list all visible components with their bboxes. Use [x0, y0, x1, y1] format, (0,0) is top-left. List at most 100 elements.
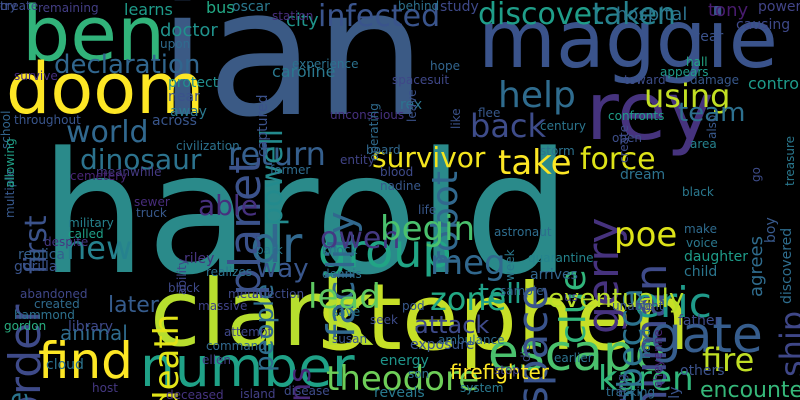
- word-doom: doom: [6, 48, 205, 130]
- word-rex: rex: [400, 97, 423, 113]
- word-dream: dream: [620, 167, 666, 183]
- word-host: host: [92, 381, 118, 395]
- word-owen: owen: [320, 221, 401, 256]
- word-gordon: gordon: [4, 319, 47, 333]
- word-metal: metal: [228, 287, 263, 301]
- word-later: later: [108, 293, 159, 318]
- word-entity: entity: [340, 153, 375, 167]
- word-n: n: [0, 0, 8, 13]
- word-block: block: [168, 281, 200, 295]
- word-son: son: [408, 367, 430, 381]
- word-library: library: [68, 319, 114, 335]
- word-eventually: eventually: [548, 284, 685, 314]
- word-called: called: [68, 227, 104, 241]
- word-ship: ship: [773, 310, 800, 377]
- word-gorilla: gorilla: [14, 259, 58, 275]
- word-learns: learns: [124, 0, 173, 19]
- word-like: like: [449, 108, 463, 129]
- word-accidentally: accidentally: [667, 387, 683, 400]
- word-hearing: hearing: [615, 374, 629, 400]
- word-replica: replica: [18, 247, 66, 263]
- word-using: using: [644, 77, 731, 115]
- word-cemetery: cemetery: [70, 169, 128, 183]
- word-across: across: [152, 113, 197, 129]
- word-board: board: [366, 143, 401, 157]
- word-meanwhile: meanwhile: [96, 165, 162, 179]
- word-control: control: [748, 74, 800, 93]
- word-realizes: realizes: [206, 265, 253, 279]
- word-captured: captured: [255, 94, 271, 157]
- word-abandoned: abandoned: [20, 287, 88, 301]
- word-study: study: [440, 0, 479, 15]
- word-spacesuit: spacesuit: [392, 73, 450, 87]
- word-discovered: discovered: [779, 227, 795, 304]
- word-island: island: [240, 387, 276, 400]
- word-make: make: [684, 222, 717, 236]
- word-life: life: [418, 203, 437, 217]
- word-karen: karen: [598, 359, 694, 399]
- word-command: command: [206, 339, 266, 353]
- word-black: black: [682, 185, 714, 199]
- word-seek: seek: [370, 313, 398, 327]
- word-meg: meg: [430, 243, 506, 283]
- word-treasure: treasure: [783, 135, 797, 186]
- word-dennis: dennis: [322, 267, 362, 281]
- word-appears: appears: [660, 65, 709, 79]
- word-despite: despite: [44, 235, 89, 249]
- word-massive: massive: [198, 299, 248, 313]
- word-create: create: [617, 124, 631, 163]
- word-station: station: [272, 9, 314, 23]
- word-harold: harold: [40, 116, 571, 312]
- word-stop: stop: [494, 363, 520, 377]
- word-lead: lead: [308, 277, 381, 317]
- word-dinosaur: dinosaur: [80, 143, 202, 176]
- word-sample: sample: [500, 284, 544, 298]
- word-tell: tell: [478, 277, 522, 310]
- word-park: park: [256, 243, 283, 257]
- word-reveals: reveals: [374, 385, 425, 400]
- word-near: near: [168, 89, 200, 105]
- word-exposure: exposure: [410, 337, 475, 353]
- word-ambulance: ambulance: [438, 333, 505, 347]
- word-damage: damage: [690, 73, 740, 87]
- word-astronaut: astronaut: [494, 225, 552, 239]
- word-force: force: [580, 142, 656, 177]
- word-open: open: [612, 131, 642, 145]
- word-pod: pod: [402, 299, 425, 313]
- word-arrives: arrives: [530, 267, 578, 283]
- word-also: also: [705, 114, 719, 139]
- word-confronts: confronts: [608, 109, 665, 123]
- word-bus: bus: [206, 0, 235, 17]
- word-create: create: [0, 0, 39, 13]
- word-taken: taken: [592, 0, 676, 32]
- word-survivor: survivor: [372, 141, 486, 174]
- word-rey: rey: [586, 65, 714, 158]
- word-clark: clark: [150, 260, 374, 367]
- word-susan: susan: [332, 332, 368, 346]
- word-infected: infected: [318, 0, 441, 34]
- word-attack: attack: [414, 311, 490, 339]
- word-nadine: nadine: [380, 179, 421, 193]
- word-oscar: oscar: [232, 0, 270, 15]
- word-go: go: [749, 167, 763, 182]
- word-able: able: [198, 189, 258, 222]
- word-upon: upon: [160, 37, 191, 51]
- word-declaration: declaration: [54, 50, 201, 80]
- word-attempt: attempt: [224, 325, 273, 339]
- word-hammond: hammond: [14, 308, 75, 322]
- word-flee: flee: [478, 106, 501, 120]
- word-unable: unable: [612, 299, 653, 313]
- word-causing: causing: [736, 17, 791, 33]
- word-military: military: [68, 216, 114, 230]
- word-take: take: [498, 143, 572, 183]
- word-boy: boy: [763, 217, 779, 243]
- word-find: find: [38, 332, 133, 390]
- word-us: us: [564, 290, 578, 304]
- word-theodore: theodore: [326, 359, 480, 399]
- word-century: century: [540, 119, 586, 133]
- word-storm: storm: [540, 144, 575, 158]
- word-daughter: daughter: [684, 249, 748, 265]
- word-hospital: hospital: [616, 4, 688, 25]
- word-free: free: [1, 392, 34, 400]
